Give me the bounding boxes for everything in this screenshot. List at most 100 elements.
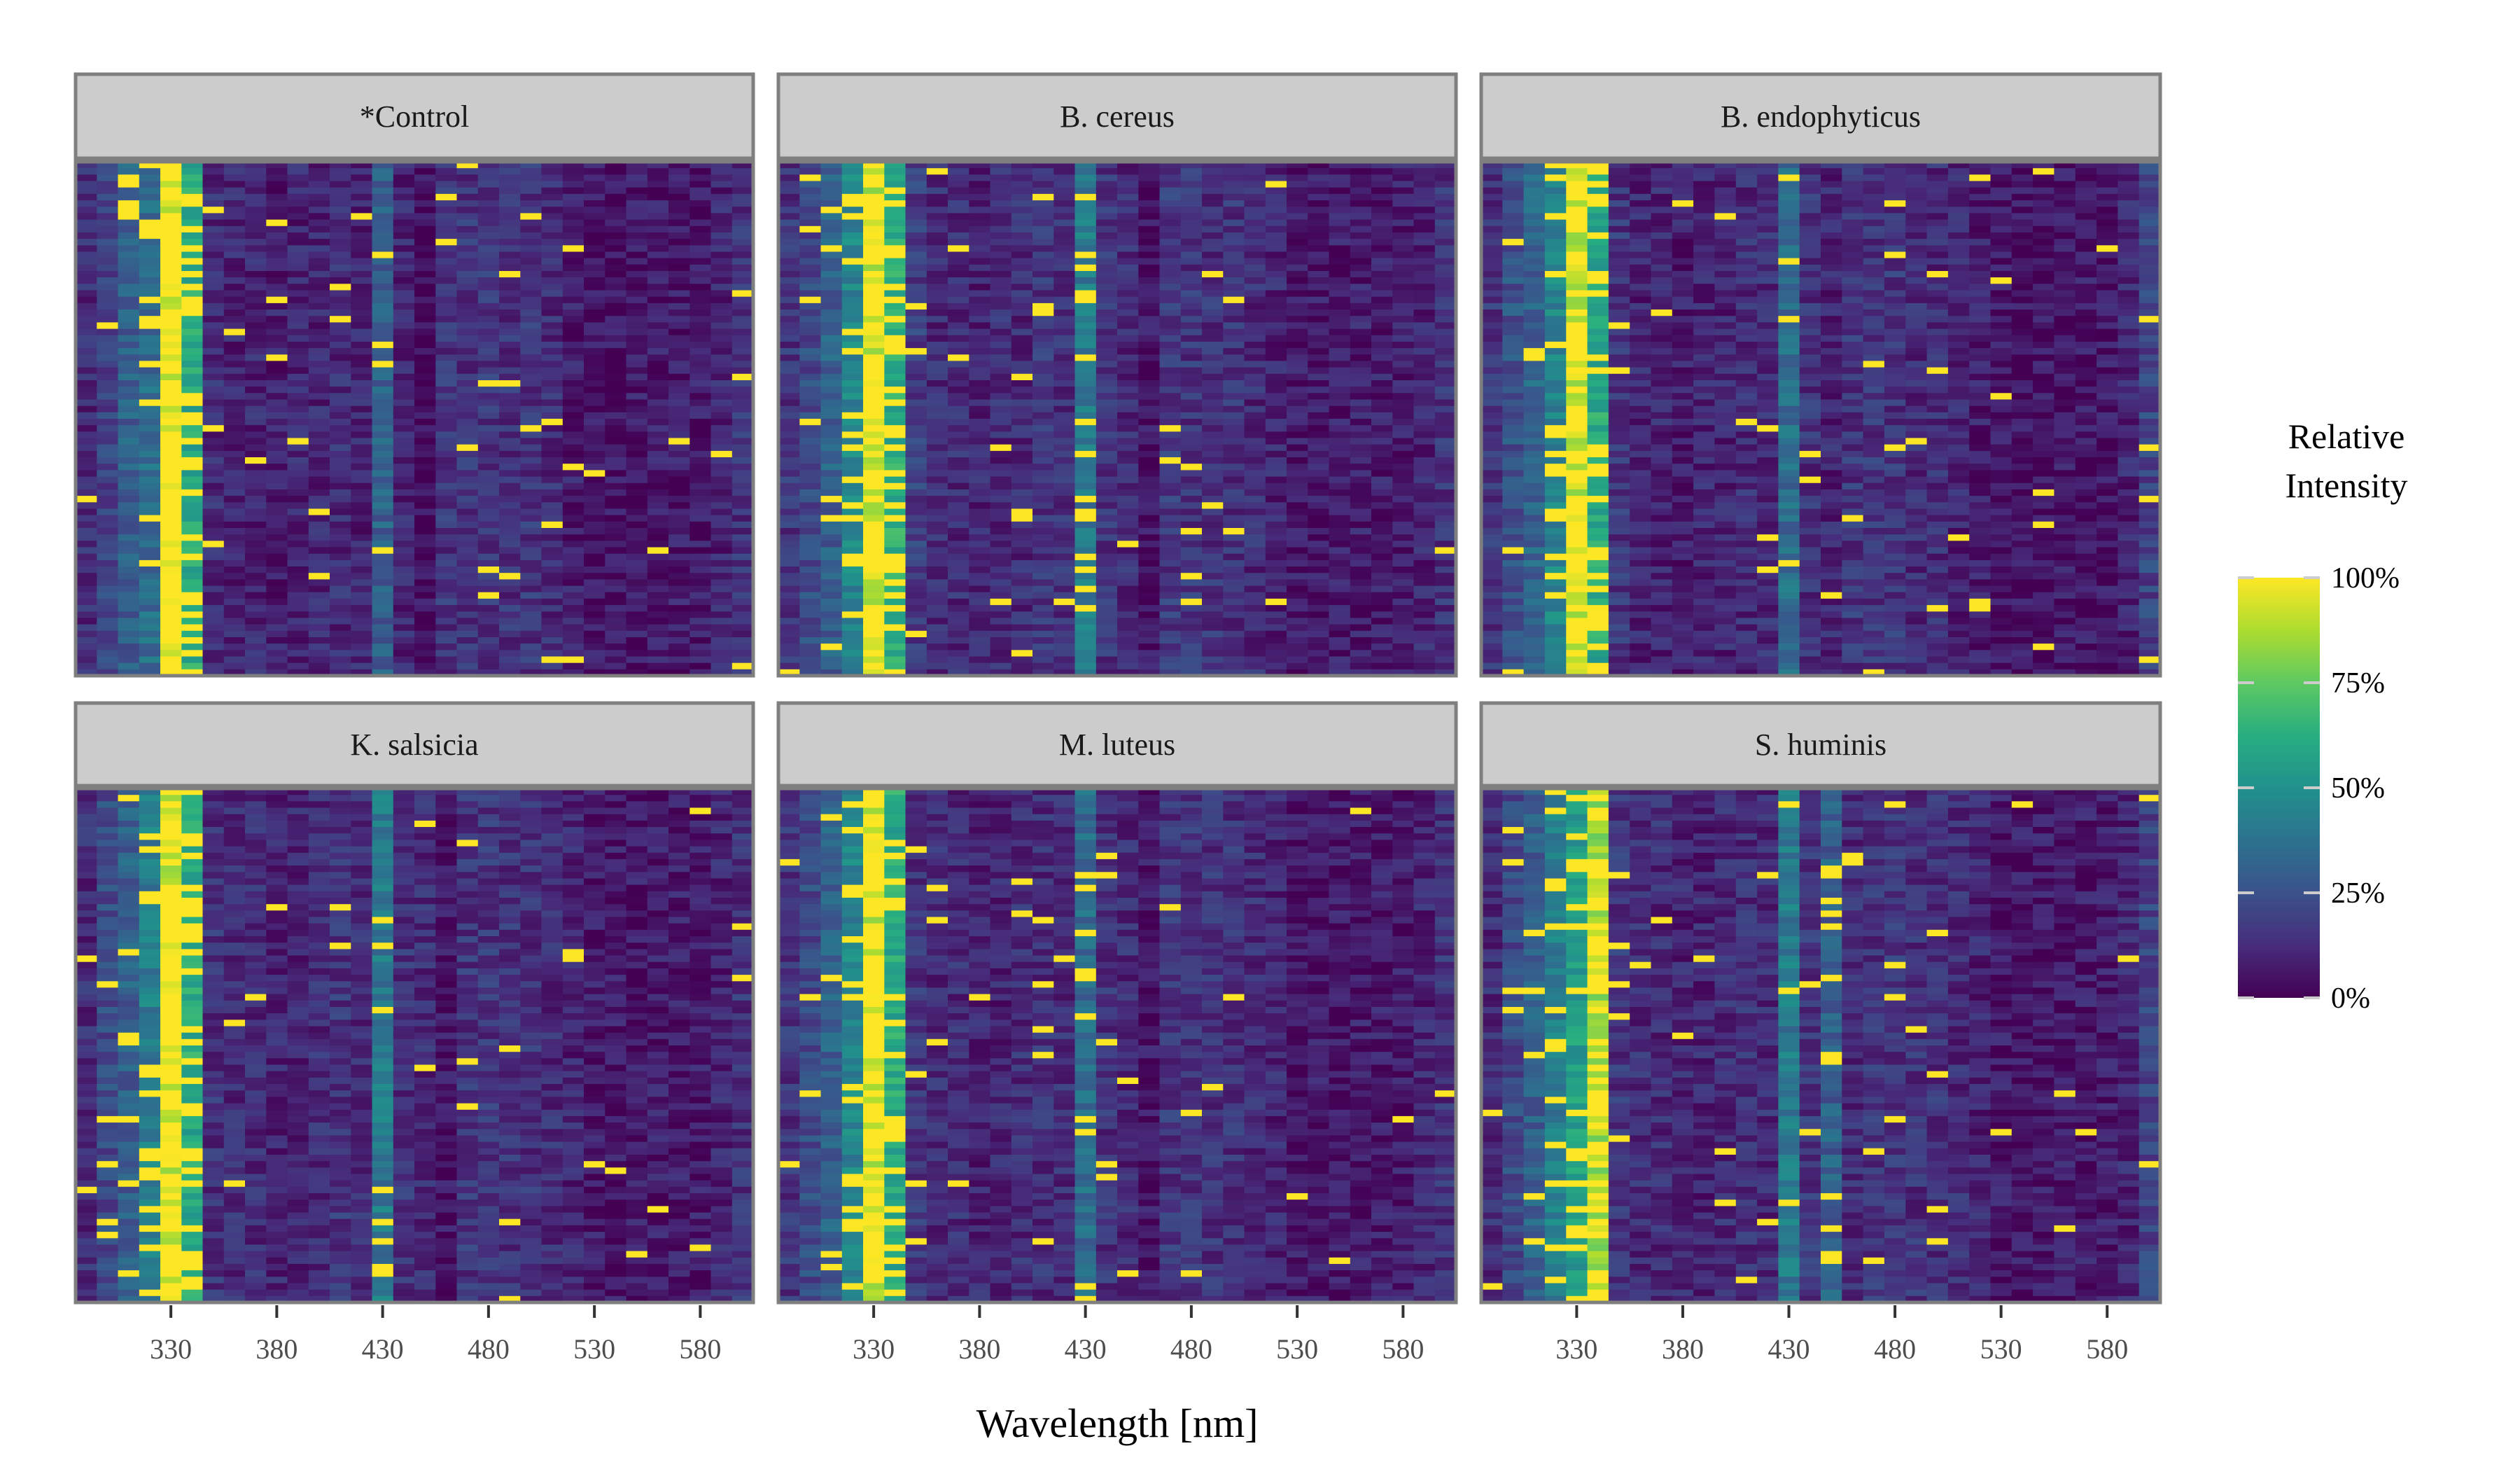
heatmap-cell xyxy=(414,277,436,284)
heatmap-cell xyxy=(605,470,627,478)
heatmap-cell xyxy=(605,553,627,561)
heatmap-cell xyxy=(1054,541,1076,548)
heatmap-cell xyxy=(393,553,415,561)
heatmap-cell xyxy=(584,644,606,651)
heatmap-cell xyxy=(1074,380,1097,387)
heatmap-cell xyxy=(499,457,521,464)
heatmap-cell xyxy=(926,592,948,599)
heatmap-cell xyxy=(1159,644,1182,651)
heatmap-cell xyxy=(690,322,712,330)
heatmap-cell xyxy=(499,328,521,336)
heatmap-cell xyxy=(76,573,97,580)
heatmap-cell xyxy=(1223,662,1245,670)
heatmap-cell xyxy=(308,187,330,195)
heatmap-cell xyxy=(905,251,927,259)
heatmap-cell xyxy=(732,547,754,555)
heatmap-cell xyxy=(1392,341,1415,349)
heatmap-cell xyxy=(393,470,415,478)
heatmap-cell xyxy=(732,387,754,394)
heatmap-cell xyxy=(76,348,97,355)
heatmap-cell xyxy=(414,335,436,342)
heatmap-cell xyxy=(948,225,969,233)
heatmap-cell xyxy=(584,264,606,272)
heatmap-cell xyxy=(605,573,627,580)
heatmap-cell xyxy=(1223,534,1245,541)
heatmap-cell xyxy=(1180,303,1203,310)
heatmap-cell xyxy=(541,444,564,452)
heatmap-cell xyxy=(477,464,500,471)
heatmap-cell xyxy=(1244,219,1266,227)
heatmap-cell xyxy=(1371,566,1393,573)
heatmap-cell xyxy=(435,207,458,214)
heatmap-cell xyxy=(372,187,394,195)
heatmap-cell xyxy=(351,650,373,658)
heatmap-cell xyxy=(1054,669,1076,676)
heatmap-cell xyxy=(626,354,648,362)
heatmap-cell xyxy=(118,193,140,201)
heatmap-cell xyxy=(520,431,542,439)
heatmap-cell xyxy=(1413,219,1436,227)
heatmap-cell xyxy=(97,444,119,452)
heatmap-cell xyxy=(1223,425,1245,432)
heatmap-cell xyxy=(76,566,97,573)
heatmap-cell xyxy=(372,193,394,201)
heatmap-cell xyxy=(1054,585,1076,593)
heatmap-cell xyxy=(841,341,864,349)
heatmap-cell xyxy=(266,405,288,413)
heatmap-cell xyxy=(1223,387,1245,394)
heatmap-cell xyxy=(541,328,564,336)
heatmap-cell xyxy=(948,193,969,201)
heatmap-cell xyxy=(372,630,394,638)
heatmap-cell xyxy=(647,450,669,458)
heatmap-cell xyxy=(435,225,458,233)
heatmap-cell xyxy=(1244,296,1266,304)
heatmap-cell xyxy=(841,566,864,573)
heatmap-cell xyxy=(948,290,969,298)
heatmap-cell xyxy=(1074,193,1097,201)
heatmap-cell xyxy=(1244,656,1266,664)
heatmap-cell xyxy=(1350,322,1372,330)
heatmap-cell xyxy=(778,656,800,664)
heatmap-cell xyxy=(926,470,948,478)
heatmap-cell xyxy=(456,258,479,265)
heatmap-cell xyxy=(1392,380,1415,387)
heatmap-cell xyxy=(223,464,246,471)
heatmap-cell xyxy=(778,174,800,182)
heatmap-cell xyxy=(1202,174,1224,182)
heatmap-cell xyxy=(372,669,394,676)
heatmap-cell xyxy=(710,656,733,664)
heatmap-cell xyxy=(351,405,373,413)
heatmap-cell xyxy=(884,335,906,342)
heatmap-cell xyxy=(905,644,927,651)
heatmap-cell xyxy=(1074,521,1097,529)
heatmap-cell xyxy=(1096,605,1118,612)
heatmap-cell xyxy=(841,219,864,227)
heatmap-cell xyxy=(520,387,542,394)
heatmap-cell xyxy=(1371,496,1393,503)
heatmap-cell xyxy=(1308,335,1330,342)
heatmap-cell xyxy=(139,489,161,496)
heatmap-cell xyxy=(605,476,627,484)
heatmap-cell xyxy=(926,251,948,259)
heatmap-cell xyxy=(223,393,246,401)
heatmap-cell xyxy=(181,559,204,567)
heatmap-cell xyxy=(330,174,351,182)
heatmap-cell xyxy=(1350,162,1372,169)
heatmap-cell xyxy=(520,207,542,214)
heatmap-cell xyxy=(969,425,991,432)
heatmap-cell xyxy=(1223,611,1245,619)
heatmap-cell xyxy=(1223,438,1245,445)
heatmap-cell xyxy=(990,200,1012,207)
heatmap-cell xyxy=(393,489,415,496)
heatmap-cell xyxy=(308,573,330,580)
heatmap-cell xyxy=(266,579,288,587)
heatmap-cell xyxy=(97,566,119,573)
heatmap-cell xyxy=(245,380,267,387)
heatmap-cell xyxy=(1329,508,1351,516)
heatmap-cell xyxy=(372,322,394,330)
heatmap-cell xyxy=(1265,174,1287,182)
heatmap-cell xyxy=(605,168,627,175)
heatmap-cell xyxy=(1350,193,1372,201)
heatmap-cell xyxy=(266,193,288,201)
heatmap-cell xyxy=(330,482,351,490)
